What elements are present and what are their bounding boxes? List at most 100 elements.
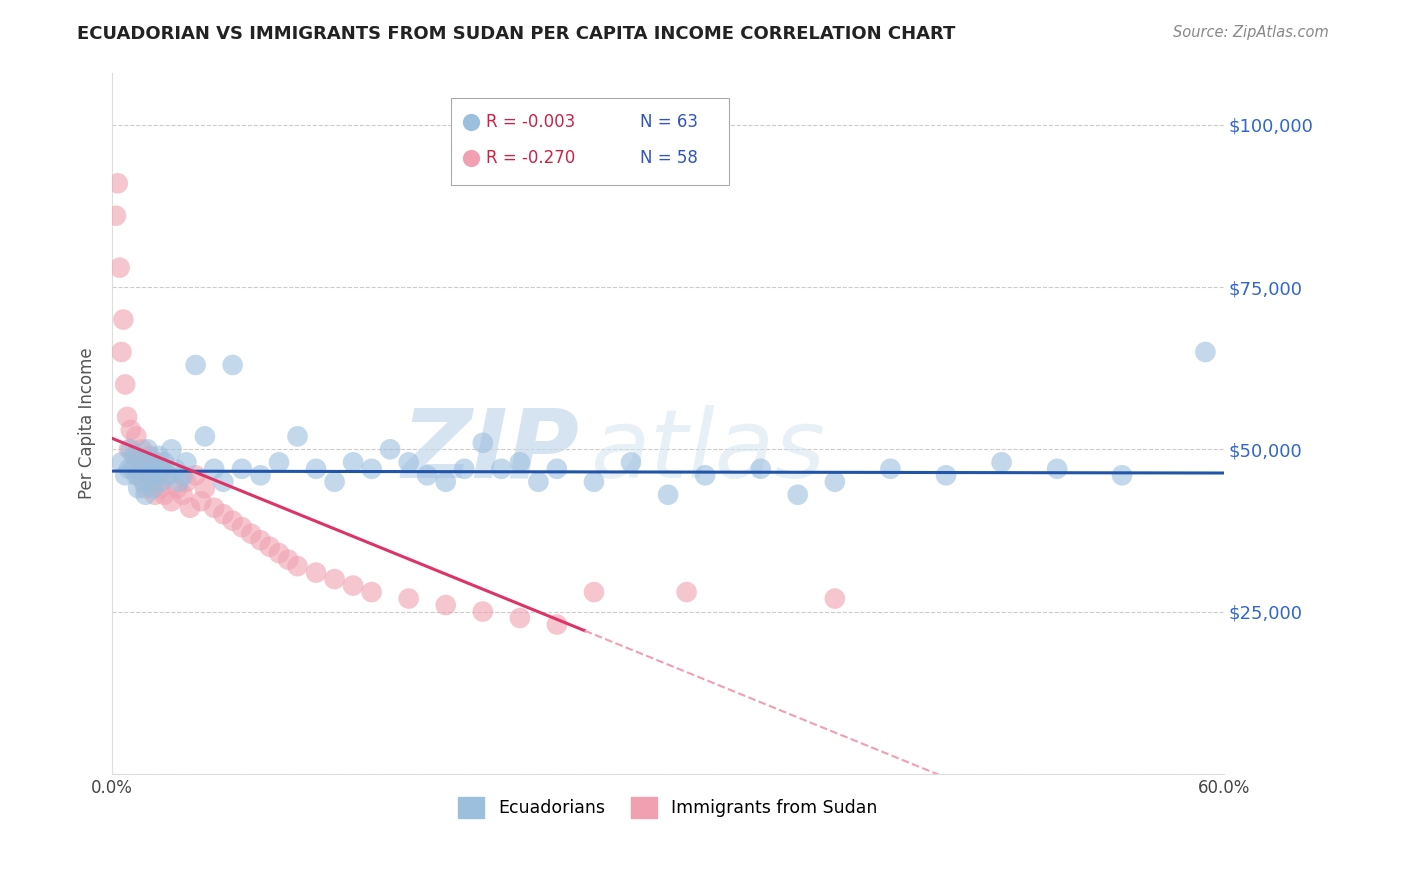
Point (153, 488, 176, 502)
Point (138, 449, 160, 463)
Point (179, 500, 201, 515)
Point (143, 488, 166, 502)
Point (202, 500, 225, 515)
Point (695, 468, 717, 483)
Point (249, 468, 271, 483)
Point (176, 475, 198, 489)
Point (150, 462, 173, 476)
Point (135, 481, 157, 495)
Point (471, 605, 494, 619)
Point (143, 462, 166, 476)
Text: ECUADORIAN VS IMMIGRANTS FROM SUDAN PER CAPITA INCOME CORRELATION CHART: ECUADORIAN VS IMMIGRANTS FROM SUDAN PER … (77, 25, 956, 43)
Point (132, 462, 155, 476)
Point (141, 455, 163, 469)
Point (935, 468, 957, 483)
Point (202, 462, 225, 476)
Point (148, 468, 170, 483)
Point (160, 494, 183, 508)
Point (824, 591, 846, 606)
Point (699, 766, 721, 780)
Text: atlas: atlas (591, 405, 825, 498)
Point (114, 468, 136, 483)
Point (1111, 468, 1133, 483)
Text: R = -0.270: R = -0.270 (485, 150, 575, 168)
Point (582, 585, 605, 599)
Point (176, 455, 198, 469)
Point (127, 468, 149, 483)
Point (249, 533, 271, 548)
Point (120, 423, 142, 437)
Point (582, 475, 605, 489)
Point (125, 468, 148, 483)
Point (277, 552, 299, 566)
Point (131, 455, 153, 469)
Point (360, 462, 382, 476)
Point (471, 435, 494, 450)
Point (127, 481, 149, 495)
Point (115, 409, 138, 424)
Point (142, 481, 165, 495)
Point (129, 462, 152, 476)
Point (1194, 345, 1216, 359)
Point (156, 468, 179, 483)
Point (166, 481, 188, 495)
Point (156, 468, 179, 483)
Point (221, 514, 243, 528)
Point (509, 455, 531, 469)
Text: Source: ZipAtlas.com: Source: ZipAtlas.com (1173, 25, 1329, 40)
Point (142, 475, 165, 489)
Point (120, 442, 142, 457)
Point (749, 462, 772, 476)
Y-axis label: Per Capita Income: Per Capita Income (79, 348, 96, 500)
Point (527, 475, 550, 489)
Point (136, 468, 159, 483)
Point (546, 462, 568, 476)
Point (165, 462, 187, 476)
Point (491, 462, 513, 476)
Point (824, 475, 846, 489)
Point (131, 442, 153, 457)
Point (342, 579, 364, 593)
Point (305, 462, 328, 476)
Point (172, 488, 194, 502)
Point (990, 455, 1012, 469)
Point (509, 611, 531, 625)
Point (112, 312, 135, 326)
Point (546, 617, 568, 632)
Point (138, 468, 160, 483)
Text: N = 58: N = 58 (640, 150, 699, 168)
Point (259, 540, 281, 554)
Point (124, 449, 146, 463)
Point (786, 488, 808, 502)
Point (135, 488, 157, 502)
Point (194, 429, 217, 443)
Point (380, 442, 402, 457)
Point (194, 481, 217, 495)
Point (657, 488, 679, 502)
Point (145, 468, 167, 483)
Point (148, 449, 170, 463)
Point (221, 358, 243, 372)
Point (267, 455, 290, 469)
Point (1046, 462, 1069, 476)
Point (267, 546, 290, 560)
Point (136, 442, 159, 457)
Point (149, 481, 172, 495)
Point (212, 507, 235, 521)
Point (167, 475, 190, 489)
Point (129, 455, 152, 469)
Point (145, 455, 167, 469)
Text: ZIP: ZIP (401, 405, 579, 498)
Point (434, 598, 457, 612)
Point (287, 559, 309, 574)
Legend: Ecuadorians, Immigrants from Sudan: Ecuadorians, Immigrants from Sudan (451, 789, 884, 825)
Point (620, 455, 643, 469)
Point (190, 494, 212, 508)
Point (107, 176, 129, 190)
Point (108, 260, 131, 275)
Point (240, 526, 263, 541)
Point (124, 449, 146, 463)
Point (132, 475, 155, 489)
Point (184, 358, 207, 372)
Point (125, 429, 148, 443)
